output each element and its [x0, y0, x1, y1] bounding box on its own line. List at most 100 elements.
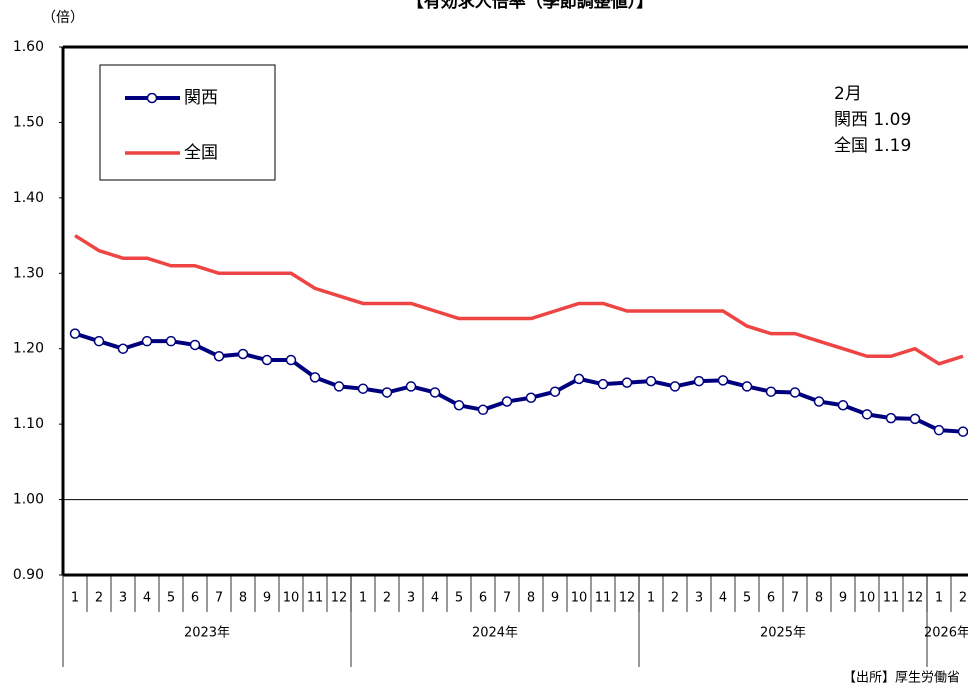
series-marker	[117, 343, 129, 354]
series-marker	[909, 413, 921, 425]
series-marker	[789, 387, 801, 398]
series-marker	[69, 328, 81, 339]
series-marker	[837, 400, 849, 411]
x-tick-label: 1	[935, 591, 943, 606]
series-marker	[621, 377, 633, 388]
legend-label: 全国	[184, 143, 218, 163]
x-tick-label: 8	[527, 591, 535, 606]
y-tick-label: 1.60	[13, 39, 44, 55]
legend-label: 関西	[184, 88, 218, 108]
x-tick-label: 1	[647, 591, 655, 606]
series-marker	[381, 387, 393, 398]
x-tick-label: 10	[571, 591, 588, 606]
x-tick-label: 7	[503, 591, 511, 606]
series-marker	[453, 400, 465, 411]
x-tick-label: 7	[791, 591, 799, 606]
series-marker	[525, 392, 537, 403]
series-marker	[669, 381, 681, 392]
series-marker	[405, 381, 417, 392]
series-marker	[237, 348, 249, 360]
x-tick-label: 6	[767, 591, 775, 606]
y-tick-label: 1.10	[13, 416, 44, 432]
x-tick-label: 4	[719, 591, 727, 606]
series-marker	[477, 404, 489, 416]
annotation: 全国 1.19	[834, 136, 911, 156]
series-marker	[213, 351, 225, 362]
x-tick-label: 12	[907, 591, 924, 606]
x-tick-label: 12	[331, 591, 348, 606]
x-tick-label: 4	[143, 591, 151, 606]
x-tick-label: 4	[431, 591, 439, 606]
series-line	[74, 234, 964, 366]
x-tick-label: 5	[167, 591, 175, 606]
series-marker	[741, 381, 753, 392]
series-marker	[813, 396, 825, 407]
x-tick-label: 8	[239, 591, 247, 606]
year-label: 2025年	[760, 626, 806, 641]
legend-marker	[146, 92, 158, 104]
y-tick-label: 1.30	[13, 265, 44, 281]
y-tick-label: 1.00	[13, 492, 44, 508]
year-label: 2023年	[184, 626, 230, 641]
x-tick-label: 2	[671, 591, 679, 606]
x-tick-label: 2	[383, 591, 391, 606]
x-tick-label: 7	[215, 591, 223, 606]
chart-title: 【有効求人倍率（季節調整値）】	[407, 0, 654, 12]
x-tick-label: 6	[191, 591, 199, 606]
series-marker	[597, 378, 609, 390]
legend-box	[99, 64, 276, 181]
annotation: 2月	[834, 84, 862, 104]
source: 【出所】厚生労働省	[843, 671, 960, 686]
x-tick-label: 2	[95, 591, 103, 606]
y-tick-label: 1.50	[13, 114, 44, 130]
series-marker	[765, 386, 777, 397]
series-marker	[861, 409, 873, 420]
x-tick-label: 3	[119, 591, 127, 606]
x-tick-label: 8	[815, 591, 823, 606]
x-tick-label: 3	[407, 591, 415, 606]
x-tick-label: 11	[883, 591, 900, 606]
series-line	[74, 331, 964, 434]
year-label: 2026年	[924, 626, 968, 641]
x-tick-label: 9	[551, 591, 559, 606]
series-marker	[549, 386, 561, 397]
series-marker	[645, 375, 657, 387]
series-marker	[885, 412, 897, 424]
series-marker	[189, 339, 201, 351]
x-tick-label: 12	[619, 591, 636, 606]
x-tick-label: 11	[595, 591, 612, 606]
series-marker	[165, 335, 177, 347]
series-marker	[285, 354, 297, 366]
x-tick-label: 3	[695, 591, 703, 606]
x-tick-label: 5	[455, 591, 463, 606]
series-marker	[429, 387, 441, 398]
series-marker	[93, 335, 105, 347]
x-tick-label: 1	[359, 591, 367, 606]
x-tick-label: 6	[479, 591, 487, 606]
annotation: 関西 1.09	[834, 110, 911, 130]
x-tick-label: 10	[859, 591, 876, 606]
series-marker	[333, 381, 345, 392]
x-tick-label: 9	[263, 591, 271, 606]
x-tick-label: 2	[959, 591, 967, 606]
x-tick-label: 11	[307, 591, 324, 606]
series-marker	[693, 375, 705, 387]
x-tick-label: 10	[283, 591, 300, 606]
series-marker	[573, 373, 585, 385]
series-marker	[261, 354, 273, 366]
series-marker	[309, 372, 321, 383]
y-tick-label: 0.90	[13, 567, 44, 583]
x-tick-label: 9	[839, 591, 847, 606]
y-tick-label: 1.40	[13, 190, 44, 206]
year-label: 2024年	[472, 626, 518, 641]
x-tick-label: 5	[743, 591, 751, 606]
series-marker	[357, 383, 369, 394]
y-unit: （倍）	[42, 10, 84, 26]
series-marker	[717, 375, 729, 386]
y-tick-label: 1.20	[13, 341, 44, 357]
x-tick-label: 1	[71, 591, 79, 606]
series-marker	[933, 424, 945, 436]
series-marker	[141, 335, 153, 347]
